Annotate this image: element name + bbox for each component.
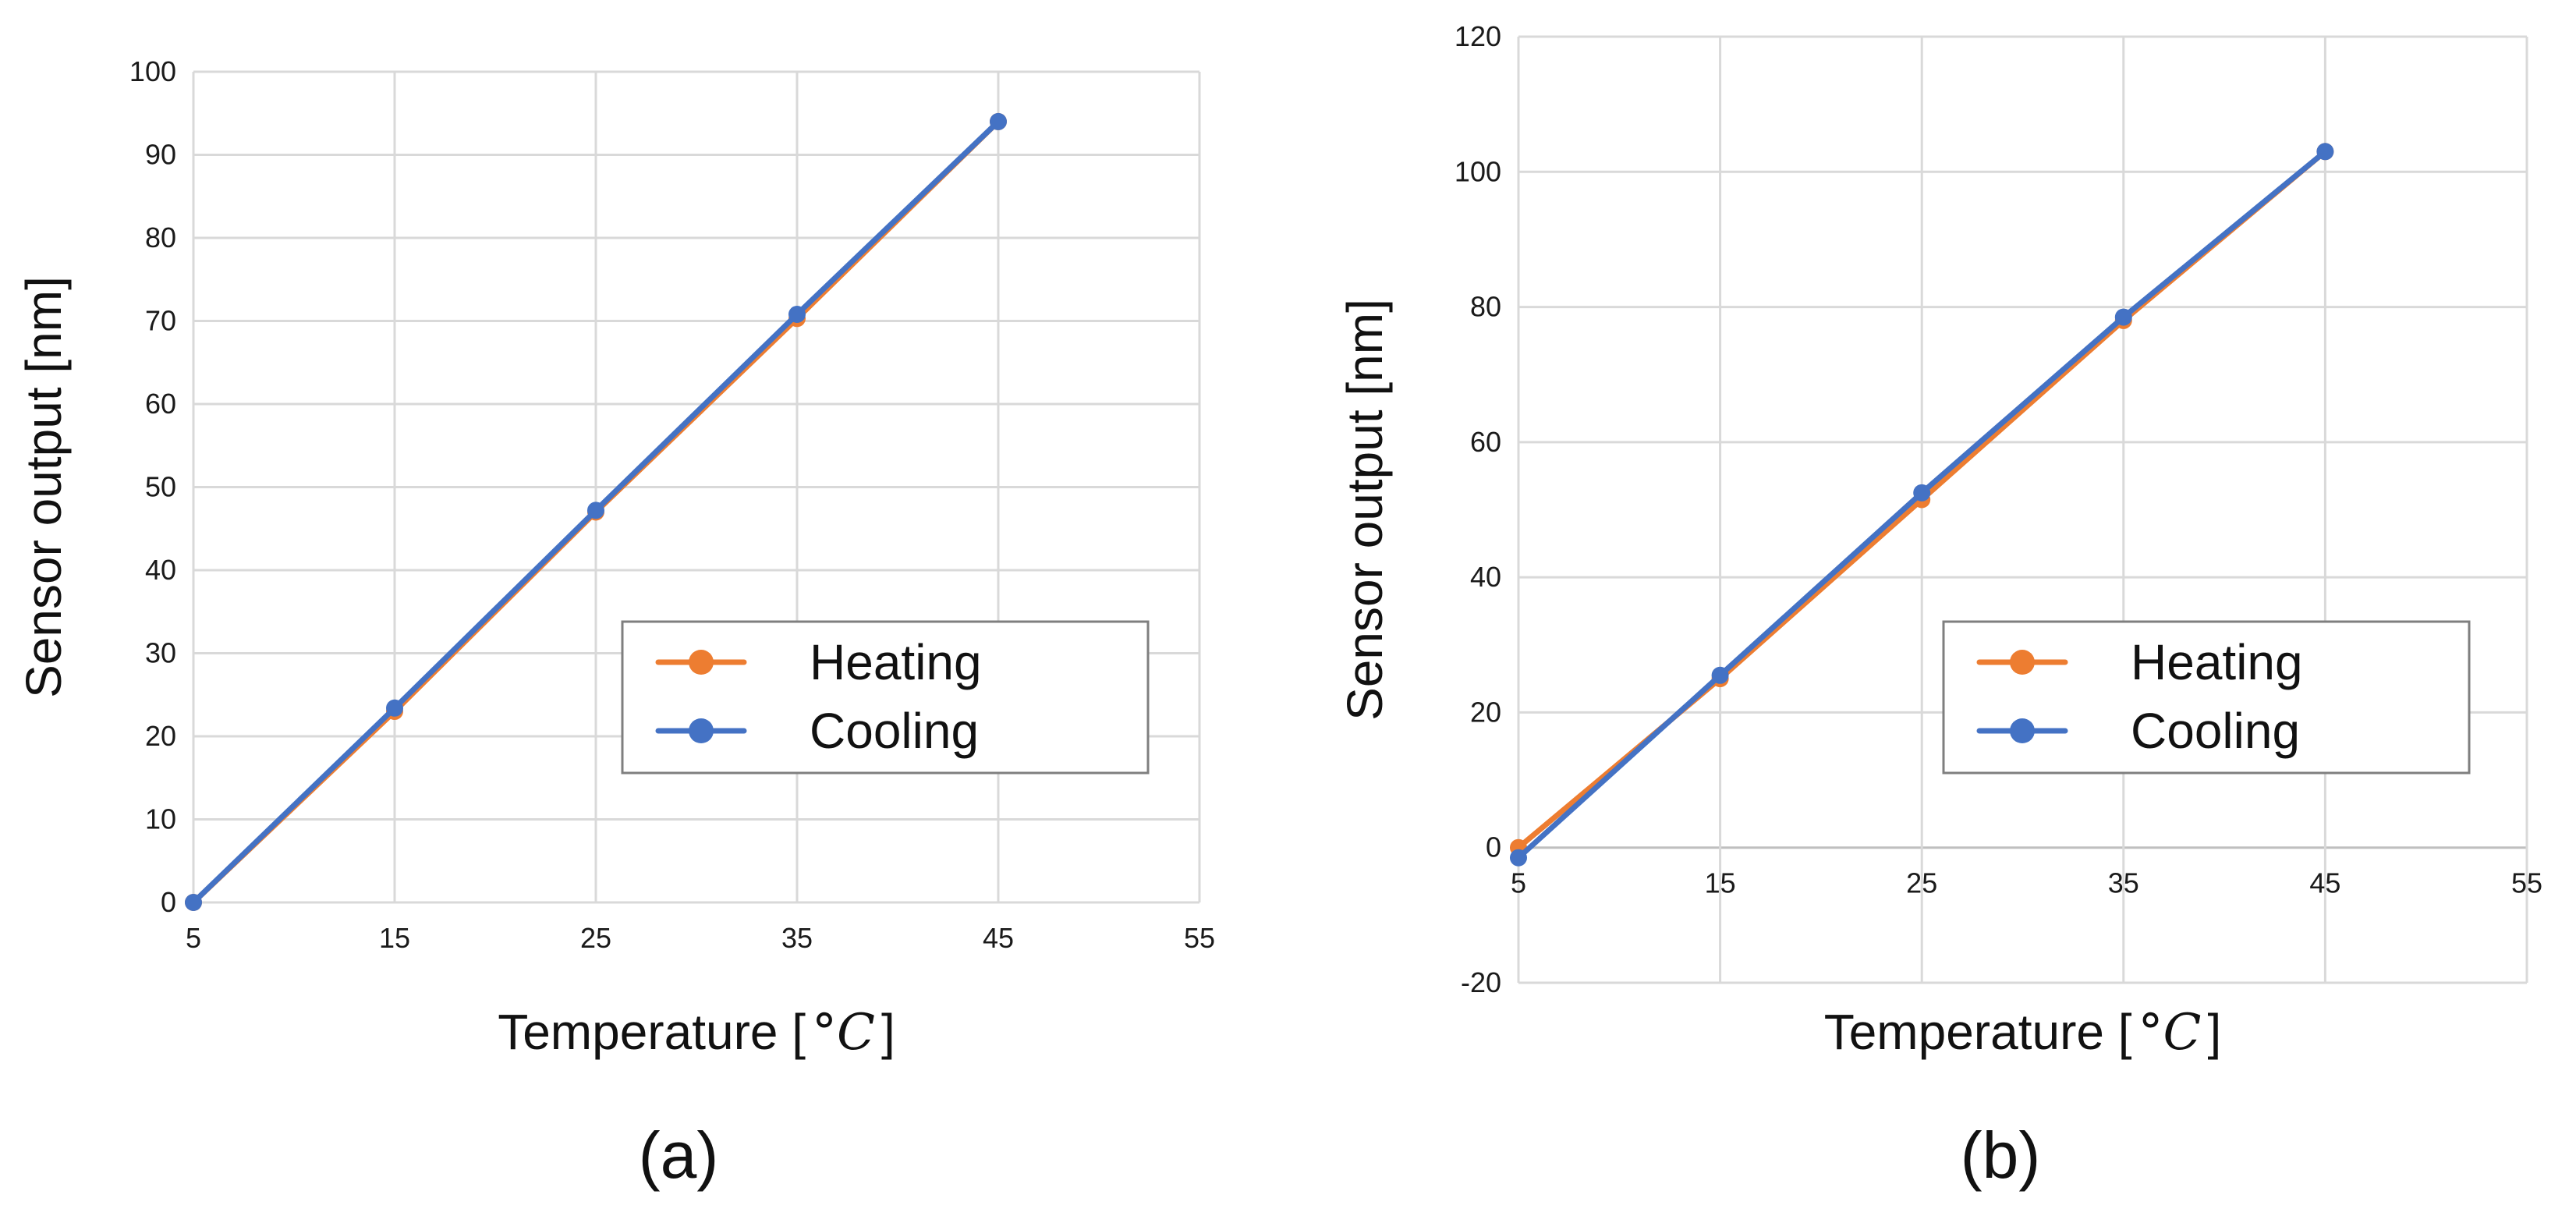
y-tick-label: 60 xyxy=(1470,426,1501,458)
x-axis-title-close: ] xyxy=(881,1004,895,1060)
y-tick-label: 20 xyxy=(1470,696,1501,728)
chart-panel-a: 0 10 20 30 40 50 60 70 80 90 100 5 15 25 35 45 55 Heating… xyxy=(16,55,1215,1192)
data-point-cooling xyxy=(1913,484,1931,502)
panel-caption: (b) xyxy=(1961,1118,2041,1192)
legend-swatch-marker xyxy=(2010,650,2035,675)
x-axis-title-unit: °C xyxy=(2138,1004,2202,1062)
y-axis-title: Sensor output [nm] xyxy=(16,276,72,698)
x-tick-label: 45 xyxy=(2309,867,2340,899)
plot-area xyxy=(1518,37,2527,983)
data-point-cooling xyxy=(587,502,604,519)
legend-box xyxy=(621,620,1150,775)
x-tick-label: 45 xyxy=(983,922,1014,954)
data-point-cooling xyxy=(788,305,806,323)
data-point-cooling xyxy=(386,699,403,717)
y-tick-label: 120 xyxy=(1455,20,1501,52)
y-tick-label: 0 xyxy=(161,886,176,918)
panel-caption: (a) xyxy=(639,1118,719,1192)
x-axis-title: Temperature [°C] xyxy=(498,1004,895,1062)
data-point-cooling xyxy=(1711,666,1729,684)
y-tick-label: 10 xyxy=(145,803,176,835)
y-tick-label: 40 xyxy=(145,554,176,586)
x-tick-label: 55 xyxy=(2511,867,2542,899)
x-tick-label: 15 xyxy=(379,922,410,954)
legend-swatch-marker xyxy=(2010,718,2035,743)
legend-box xyxy=(1942,620,2471,775)
x-axis-title-unit: °C xyxy=(812,1004,875,1062)
y-tick-label: 100 xyxy=(1455,155,1501,187)
y-axis-title: Sensor output [nm] xyxy=(1337,299,1393,721)
x-tick-label: 35 xyxy=(781,922,813,954)
x-tick-label: 25 xyxy=(580,922,611,954)
y-tick-label: 40 xyxy=(1470,561,1501,593)
legend: Heating Cooling xyxy=(621,620,1150,775)
x-axis-title: Temperature [°C] xyxy=(1824,1004,2222,1062)
data-point-cooling xyxy=(2316,143,2334,161)
y-tick-label: 30 xyxy=(145,637,176,669)
x-axis-title-text: Temperature [ xyxy=(498,1004,806,1060)
y-tick-label: -20 xyxy=(1461,966,1501,998)
x-tick-label: 35 xyxy=(2108,867,2139,899)
data-point-cooling xyxy=(185,894,202,911)
legend-label-cooling: Cooling xyxy=(2131,703,2300,759)
x-tick-label: 55 xyxy=(1184,922,1215,954)
legend: Heating Cooling xyxy=(1942,620,2471,775)
y-tick-label: 90 xyxy=(145,139,176,171)
y-tick-label: 50 xyxy=(145,471,176,503)
y-tick-label: 0 xyxy=(1486,831,1501,863)
data-point-cooling xyxy=(990,112,1007,130)
x-tick-label: 15 xyxy=(1705,867,1736,899)
y-tick-label: 60 xyxy=(145,388,176,420)
x-tick-label: 25 xyxy=(1906,867,1937,899)
x-axis-title-close: ] xyxy=(2208,1004,2222,1060)
y-tick-label: 80 xyxy=(145,222,176,253)
legend-swatch-marker xyxy=(689,718,714,743)
x-tick-label: 5 xyxy=(1511,867,1526,899)
legend-label-heating: Heating xyxy=(2131,634,2303,690)
legend-swatch-marker xyxy=(689,650,714,675)
y-tick-label: 80 xyxy=(1470,291,1501,323)
y-tick-label: 100 xyxy=(129,55,176,87)
legend-label-cooling: Cooling xyxy=(810,703,979,759)
legend-label-heating: Heating xyxy=(810,634,982,690)
data-point-cooling xyxy=(1510,849,1527,867)
data-point-cooling xyxy=(2114,308,2132,326)
x-tick-label: 5 xyxy=(186,922,201,954)
x-axis-title-text: Temperature [ xyxy=(1824,1004,2132,1060)
y-tick-label: 20 xyxy=(145,720,176,752)
chart-panel-b: -20 0 20 40 60 80 100 120 5 15 25 35 45 55 Heating Cool… xyxy=(1337,20,2542,1192)
y-tick-label: 70 xyxy=(145,305,176,337)
